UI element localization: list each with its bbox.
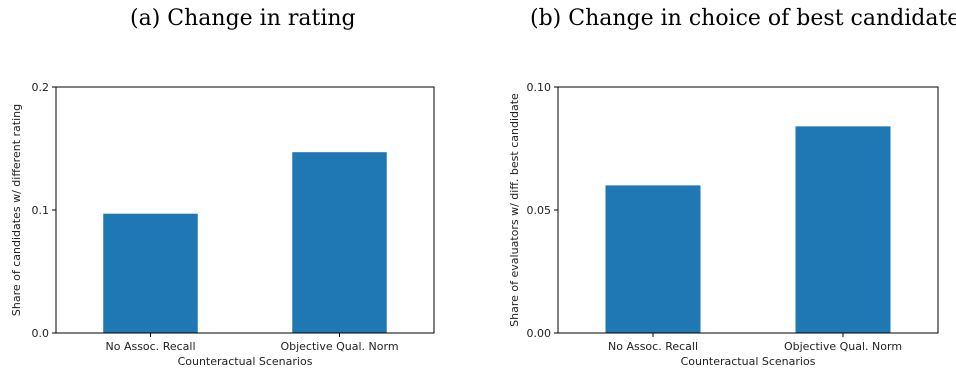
chart-b-ytick-label-3: 0.10 [527,81,552,94]
chart-a-ytick-label-2: 0.1 [32,204,50,217]
chart-b-ylabel: Share of evaluators w/ diff. best candid… [508,93,521,327]
chart-a-xtick-label-1: No Assoc. Recall [105,340,195,353]
chart-a-bar-2 [292,152,387,333]
chart-a-title: (a) Change in rating [130,6,356,31]
chart-b-ytick-label-1: 0.00 [527,327,552,340]
chart-b-bar-2 [795,126,891,333]
chart-b-bar-1 [605,185,701,333]
chart-a-xtick-label-2: Objective Qual. Norm [280,340,398,353]
chart-a: 0.0 0.1 0.2 No Assoc. Recall Objective Qual.… [10,81,435,368]
chart-b-xtick-label-1: No Assoc. Recall [608,340,698,353]
chart-a-xlabel: Counteractual Scenarios [178,355,313,368]
chart-b-title: (b) Change in choice of best candidate [530,6,956,31]
chart-a-ylabel: Share of candidates w/ different rating [10,104,23,316]
chart-a-bar-1 [103,213,198,333]
chart-b-ytick-label-2: 0.05 [527,204,552,217]
chart-a-ytick-label-1: 0.0 [32,327,50,340]
chart-b-xtick-label-2: Objective Qual. Norm [784,340,902,353]
chart-a-ytick-label-3: 0.2 [32,81,50,94]
chart-b: 0.00 0.05 0.10 No Assoc. Recall Objective Qu… [508,81,939,368]
chart-b-xlabel: Counteractual Scenarios [681,355,816,368]
